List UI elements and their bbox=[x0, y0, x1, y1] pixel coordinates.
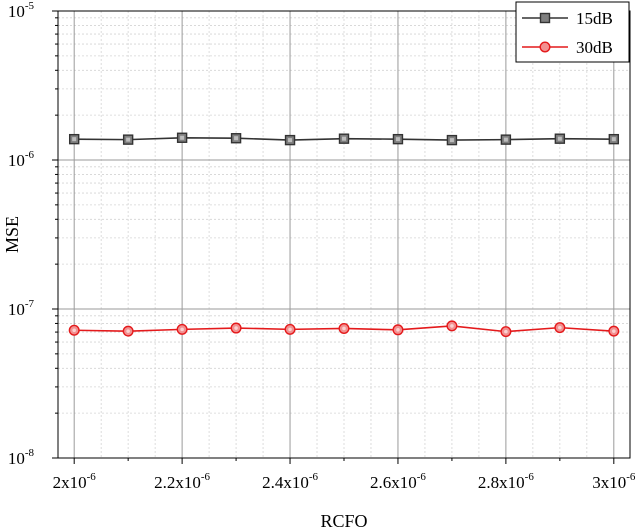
y-tick-label: 10-6 bbox=[8, 149, 35, 170]
series-layer bbox=[68, 132, 620, 338]
data-point-30db-inner bbox=[180, 327, 184, 332]
data-point-15db-inner bbox=[503, 137, 508, 142]
data-point-15db-inner bbox=[449, 138, 454, 143]
data-point-30db-inner bbox=[72, 328, 76, 333]
x-tick-exponent: -6 bbox=[309, 471, 319, 483]
data-point-30db-inner bbox=[126, 329, 130, 333]
data-point-30db-inner bbox=[504, 329, 508, 334]
legend-marker-15db bbox=[539, 12, 551, 24]
data-point-15db-inner bbox=[342, 136, 346, 141]
legend-label-30db: 30dB bbox=[576, 38, 613, 57]
y-tick-mantissa: 10 bbox=[8, 2, 25, 21]
y-tick-label: 10-7 bbox=[8, 298, 35, 319]
y-tick-label: 10-8 bbox=[8, 447, 35, 468]
legend-box bbox=[515, 1, 630, 63]
x-tick-mantissa: 2x10 bbox=[53, 473, 87, 492]
x-tick-exponent: -6 bbox=[201, 471, 211, 483]
data-point-15db-inner bbox=[557, 136, 562, 141]
data-point-30db-inner bbox=[450, 324, 454, 328]
x-tick-label: 2.6x10-6 bbox=[370, 471, 426, 492]
x-tick-label: 2.8x10-6 bbox=[478, 471, 534, 492]
y-tick-exponent: -8 bbox=[25, 447, 35, 459]
x-tick-label: 3x10-6 bbox=[592, 471, 636, 492]
x-tick-mantissa: 2.4x10 bbox=[262, 473, 309, 492]
y-tick-exponent: -7 bbox=[25, 298, 35, 310]
y-tick-mantissa: 10 bbox=[8, 449, 25, 468]
x-tick-mantissa: 2.8x10 bbox=[478, 473, 525, 492]
y-tick-mantissa: 10 bbox=[8, 151, 25, 170]
x-axis: 2x10-6 2.2x10-6 2.4x10-6 2.6x10-6 2.8x10-6 3x… bbox=[53, 458, 636, 492]
x-tick-label: 2.4x10-6 bbox=[262, 471, 318, 492]
data-point-15db-inner bbox=[72, 137, 77, 142]
x-tick-mantissa: 2.2x10 bbox=[154, 473, 201, 492]
data-point-15db-inner bbox=[611, 137, 616, 142]
x-tick-exponent: -6 bbox=[417, 471, 427, 483]
data-point-30db-inner bbox=[396, 328, 400, 332]
x-tick-mantissa: 2.6x10 bbox=[370, 473, 417, 492]
data-point-15db-inner bbox=[288, 138, 293, 143]
data-point-15db-inner bbox=[180, 135, 185, 140]
data-point-30db-inner bbox=[342, 326, 346, 331]
legend-marker-30db bbox=[539, 41, 551, 53]
legend: 15dB 30dB bbox=[515, 1, 630, 63]
legend-item-15db: 15dB bbox=[522, 9, 613, 28]
y-tick-exponent: -5 bbox=[25, 0, 35, 12]
x-tick-exponent: -6 bbox=[87, 471, 97, 483]
data-point-30db-inner bbox=[558, 325, 562, 330]
legend-label-15db: 15dB bbox=[576, 9, 613, 28]
y-tick-label: 10-5 bbox=[8, 0, 35, 21]
y-tick-mantissa: 10 bbox=[8, 300, 25, 319]
data-point-30db-inner bbox=[234, 326, 238, 330]
y-tick-exponent: -6 bbox=[25, 149, 35, 161]
x-tick-label: 2x10-6 bbox=[53, 471, 97, 492]
data-point-30db-inner bbox=[612, 329, 616, 333]
y-axis-title: MSE bbox=[2, 216, 22, 253]
x-tick-exponent: -6 bbox=[626, 471, 636, 483]
data-point-15db-inner bbox=[234, 136, 239, 141]
x-axis-title: RCFO bbox=[320, 511, 367, 531]
major-grid bbox=[58, 11, 630, 458]
data-point-30db-inner bbox=[288, 327, 292, 332]
legend-item-30db: 30dB bbox=[522, 38, 613, 57]
y-axis: 10-810-710-610-5 bbox=[8, 0, 58, 468]
data-point-15db-inner bbox=[395, 137, 400, 142]
x-tick-exponent: -6 bbox=[525, 471, 535, 483]
x-tick-mantissa: 3x10 bbox=[592, 473, 626, 492]
data-point-15db-inner bbox=[126, 137, 131, 142]
x-tick-label: 2.2x10-6 bbox=[154, 471, 210, 492]
